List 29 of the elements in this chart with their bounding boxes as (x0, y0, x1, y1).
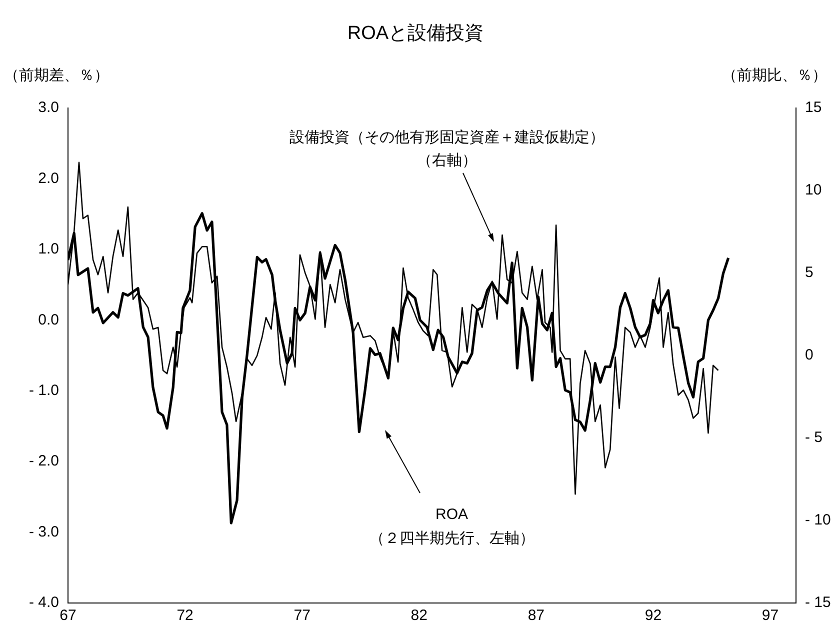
y-tick-label: 0.0 (38, 311, 59, 328)
x-tick-label: 67 (60, 607, 76, 624)
y-tick-label: 2.0 (38, 170, 59, 187)
y-tick-label: 1.0 (38, 240, 59, 258)
annotation: （２四半期先行、左軸） (370, 529, 534, 548)
y2-tick-label: 10 (805, 182, 822, 199)
x-tick-label: 87 (528, 607, 545, 624)
annotation: 設備投資（その他有形固定資産＋建設仮勘定） (290, 128, 604, 147)
x-tick-label: 92 (644, 607, 662, 624)
chart-title: ROAと設備投資 (346, 22, 485, 46)
y2-tick-label: - 15 (805, 594, 831, 612)
x-tick-label: 77 (294, 607, 310, 624)
y-axis-title: （前期差、％） (4, 66, 109, 85)
x-tick-label: 97 (762, 607, 779, 624)
y2-tick-label: 5 (805, 264, 814, 282)
y2-tick-label: - 10 (805, 512, 831, 529)
annotation: ROA (436, 506, 468, 523)
y2-axis-title: （前期比、％） (722, 66, 827, 85)
y-tick-label: - 1.0 (28, 382, 59, 399)
y-tick-label: 3.0 (38, 99, 59, 116)
y2-tick-label: 15 (805, 99, 822, 116)
y-tick-label: - 3.0 (28, 523, 59, 540)
y2-tick-label: - 5 (805, 429, 823, 446)
x-tick-label: 82 (410, 607, 428, 624)
y-tick-label: - 4.0 (28, 594, 59, 612)
annotation: （右軸） (417, 151, 477, 170)
x-tick-label: 72 (176, 607, 194, 624)
y2-tick-label: 0 (805, 346, 814, 364)
y-tick-label: - 2.0 (28, 452, 59, 470)
